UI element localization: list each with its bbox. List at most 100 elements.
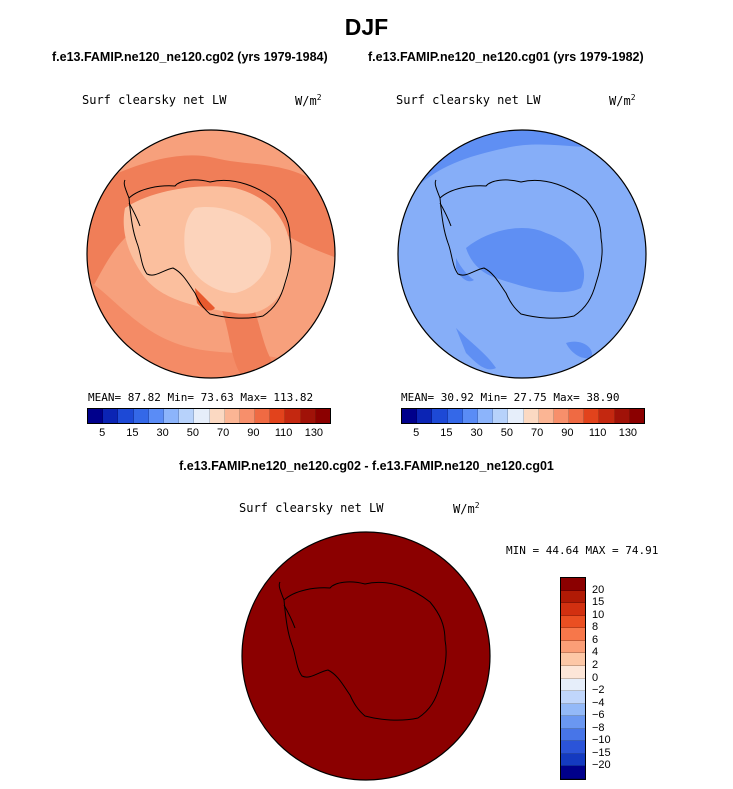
colorbar-swatch bbox=[462, 409, 478, 423]
right-stats: MEAN= 30.92 Min= 27.75 Max= 38.90 bbox=[401, 391, 620, 404]
colorbar-tick-label: 50 bbox=[500, 427, 513, 439]
colorbar-swatch bbox=[179, 409, 195, 423]
colorbar-tick-label: −4 bbox=[592, 696, 605, 709]
colorbar-swatch bbox=[561, 728, 585, 742]
colorbar-swatch bbox=[432, 409, 448, 423]
colorbar-swatch bbox=[561, 578, 585, 591]
season-title: DJF bbox=[344, 14, 389, 40]
right-coastline bbox=[439, 179, 603, 319]
colorbar-tick-label: 110 bbox=[588, 427, 607, 439]
colorbar-tick-label: 70 bbox=[217, 427, 230, 439]
colorbar-swatch bbox=[561, 603, 585, 616]
colorbar-tick-label: 70 bbox=[531, 427, 544, 439]
right-colorbar-ticks: 5 15 30 50 70 90 110 130 bbox=[401, 427, 643, 441]
left-colorbar-ticks: 5 15 30 50 70 90 110 130 bbox=[87, 427, 329, 441]
colorbar-swatch bbox=[584, 409, 600, 423]
colorbar-tick-label: 8 bbox=[592, 621, 599, 634]
colorbar-tick-label: 130 bbox=[304, 427, 324, 439]
colorbar-tick-label: −15 bbox=[592, 746, 611, 759]
colorbar-swatch bbox=[553, 409, 570, 423]
colorbar-swatch bbox=[447, 409, 463, 423]
colorbar-swatch bbox=[629, 409, 644, 423]
right-units-label: W/m2 bbox=[609, 93, 636, 108]
left-coastline bbox=[128, 179, 292, 319]
colorbar-swatch bbox=[561, 766, 585, 779]
colorbar-swatch bbox=[477, 409, 494, 423]
colorbar-swatch bbox=[561, 640, 585, 654]
diff-polar-map bbox=[241, 531, 491, 781]
colorbar-tick-label: −2 bbox=[592, 684, 605, 697]
diff-title: f.e13.FAMIP.ne120_ne120.cg02 - f.e13.FAM… bbox=[179, 459, 554, 473]
colorbar-tick-label: 15 bbox=[440, 427, 453, 439]
colorbar-swatch bbox=[561, 628, 585, 641]
colorbar-tick-label: 110 bbox=[274, 427, 293, 439]
colorbar-swatch bbox=[270, 409, 286, 423]
colorbar-swatch bbox=[300, 409, 316, 423]
left-polar-map bbox=[86, 129, 336, 379]
left-variable-label: Surf clearsky net LW bbox=[82, 93, 227, 107]
run-left-title: f.e13.FAMIP.ne120_ne120.cg02 (yrs 1979-1… bbox=[52, 50, 328, 64]
left-colorbar bbox=[87, 408, 331, 424]
colorbar-swatch bbox=[523, 409, 539, 423]
colorbar-tick-label: 20 bbox=[592, 583, 605, 596]
colorbar-swatch bbox=[561, 653, 585, 666]
colorbar-tick-label: 90 bbox=[247, 427, 260, 439]
colorbar-tick-label: 5 bbox=[99, 427, 106, 439]
colorbar-tick-label: 4 bbox=[592, 646, 599, 659]
colorbar-tick-label: 50 bbox=[186, 427, 199, 439]
colorbar-swatch bbox=[508, 409, 524, 423]
colorbar-swatch bbox=[561, 678, 585, 692]
colorbar-swatch bbox=[561, 716, 585, 729]
colorbar-swatch bbox=[599, 409, 615, 423]
colorbar-swatch bbox=[285, 409, 301, 423]
diff-coastline bbox=[283, 581, 447, 721]
left-units-label: W/m2 bbox=[295, 93, 322, 108]
colorbar-swatch bbox=[255, 409, 271, 423]
colorbar-swatch bbox=[224, 409, 240, 423]
colorbar-tick-label: 5 bbox=[413, 427, 420, 439]
left-interior-fill bbox=[184, 207, 271, 293]
diff-stats: MIN = 44.64 MAX = 74.91 bbox=[506, 544, 659, 557]
colorbar-swatch bbox=[561, 590, 585, 604]
colorbar-swatch bbox=[103, 409, 119, 423]
colorbar-tick-label: 30 bbox=[156, 427, 169, 439]
right-variable-label: Surf clearsky net LW bbox=[396, 93, 541, 107]
colorbar-tick-label: 0 bbox=[592, 671, 599, 684]
colorbar-swatch bbox=[493, 409, 509, 423]
left-stats: MEAN= 87.82 Min= 73.63 Max= 113.82 bbox=[88, 391, 314, 404]
colorbar-tick-label: 15 bbox=[592, 596, 605, 609]
right-continent-fill bbox=[466, 228, 585, 293]
colorbar-swatch bbox=[315, 409, 330, 423]
colorbar-tick-label: 130 bbox=[618, 427, 638, 439]
colorbar-swatch bbox=[239, 409, 256, 423]
right-colorbar bbox=[401, 408, 645, 424]
diff-colorbar bbox=[560, 577, 586, 780]
colorbar-swatch bbox=[614, 409, 630, 423]
right-polar-map bbox=[397, 129, 647, 379]
colorbar-swatch bbox=[561, 665, 585, 679]
colorbar-swatch bbox=[209, 409, 225, 423]
colorbar-swatch bbox=[561, 753, 585, 767]
colorbar-swatch bbox=[148, 409, 164, 423]
colorbar-swatch bbox=[561, 741, 585, 754]
colorbar-tick-label: 15 bbox=[126, 427, 139, 439]
left-hotspot bbox=[195, 288, 215, 311]
colorbar-tick-label: 90 bbox=[561, 427, 574, 439]
colorbar-swatch bbox=[561, 691, 585, 704]
left-band-north bbox=[87, 155, 335, 298]
colorbar-tick-label: 2 bbox=[592, 658, 599, 671]
run-right-title: f.e13.FAMIP.ne120_ne120.cg01 (yrs 1979-1… bbox=[368, 50, 644, 64]
colorbar-tick-label: −10 bbox=[592, 734, 611, 747]
colorbar-swatch bbox=[118, 409, 134, 423]
diff-colorbar-ticks: 20 15 10 8 6 4 2 0 −2 −4 −6 −8 −10 −15 −20 bbox=[592, 577, 632, 778]
colorbar-swatch bbox=[133, 409, 149, 423]
colorbar-swatch bbox=[163, 409, 180, 423]
colorbar-tick-label: 10 bbox=[592, 608, 605, 621]
colorbar-swatch bbox=[561, 615, 585, 629]
colorbar-swatch bbox=[88, 409, 104, 423]
colorbar-tick-label: −8 bbox=[592, 721, 605, 734]
colorbar-swatch bbox=[561, 703, 585, 717]
diff-field bbox=[242, 532, 490, 780]
colorbar-swatch bbox=[569, 409, 585, 423]
colorbar-swatch bbox=[402, 409, 418, 423]
